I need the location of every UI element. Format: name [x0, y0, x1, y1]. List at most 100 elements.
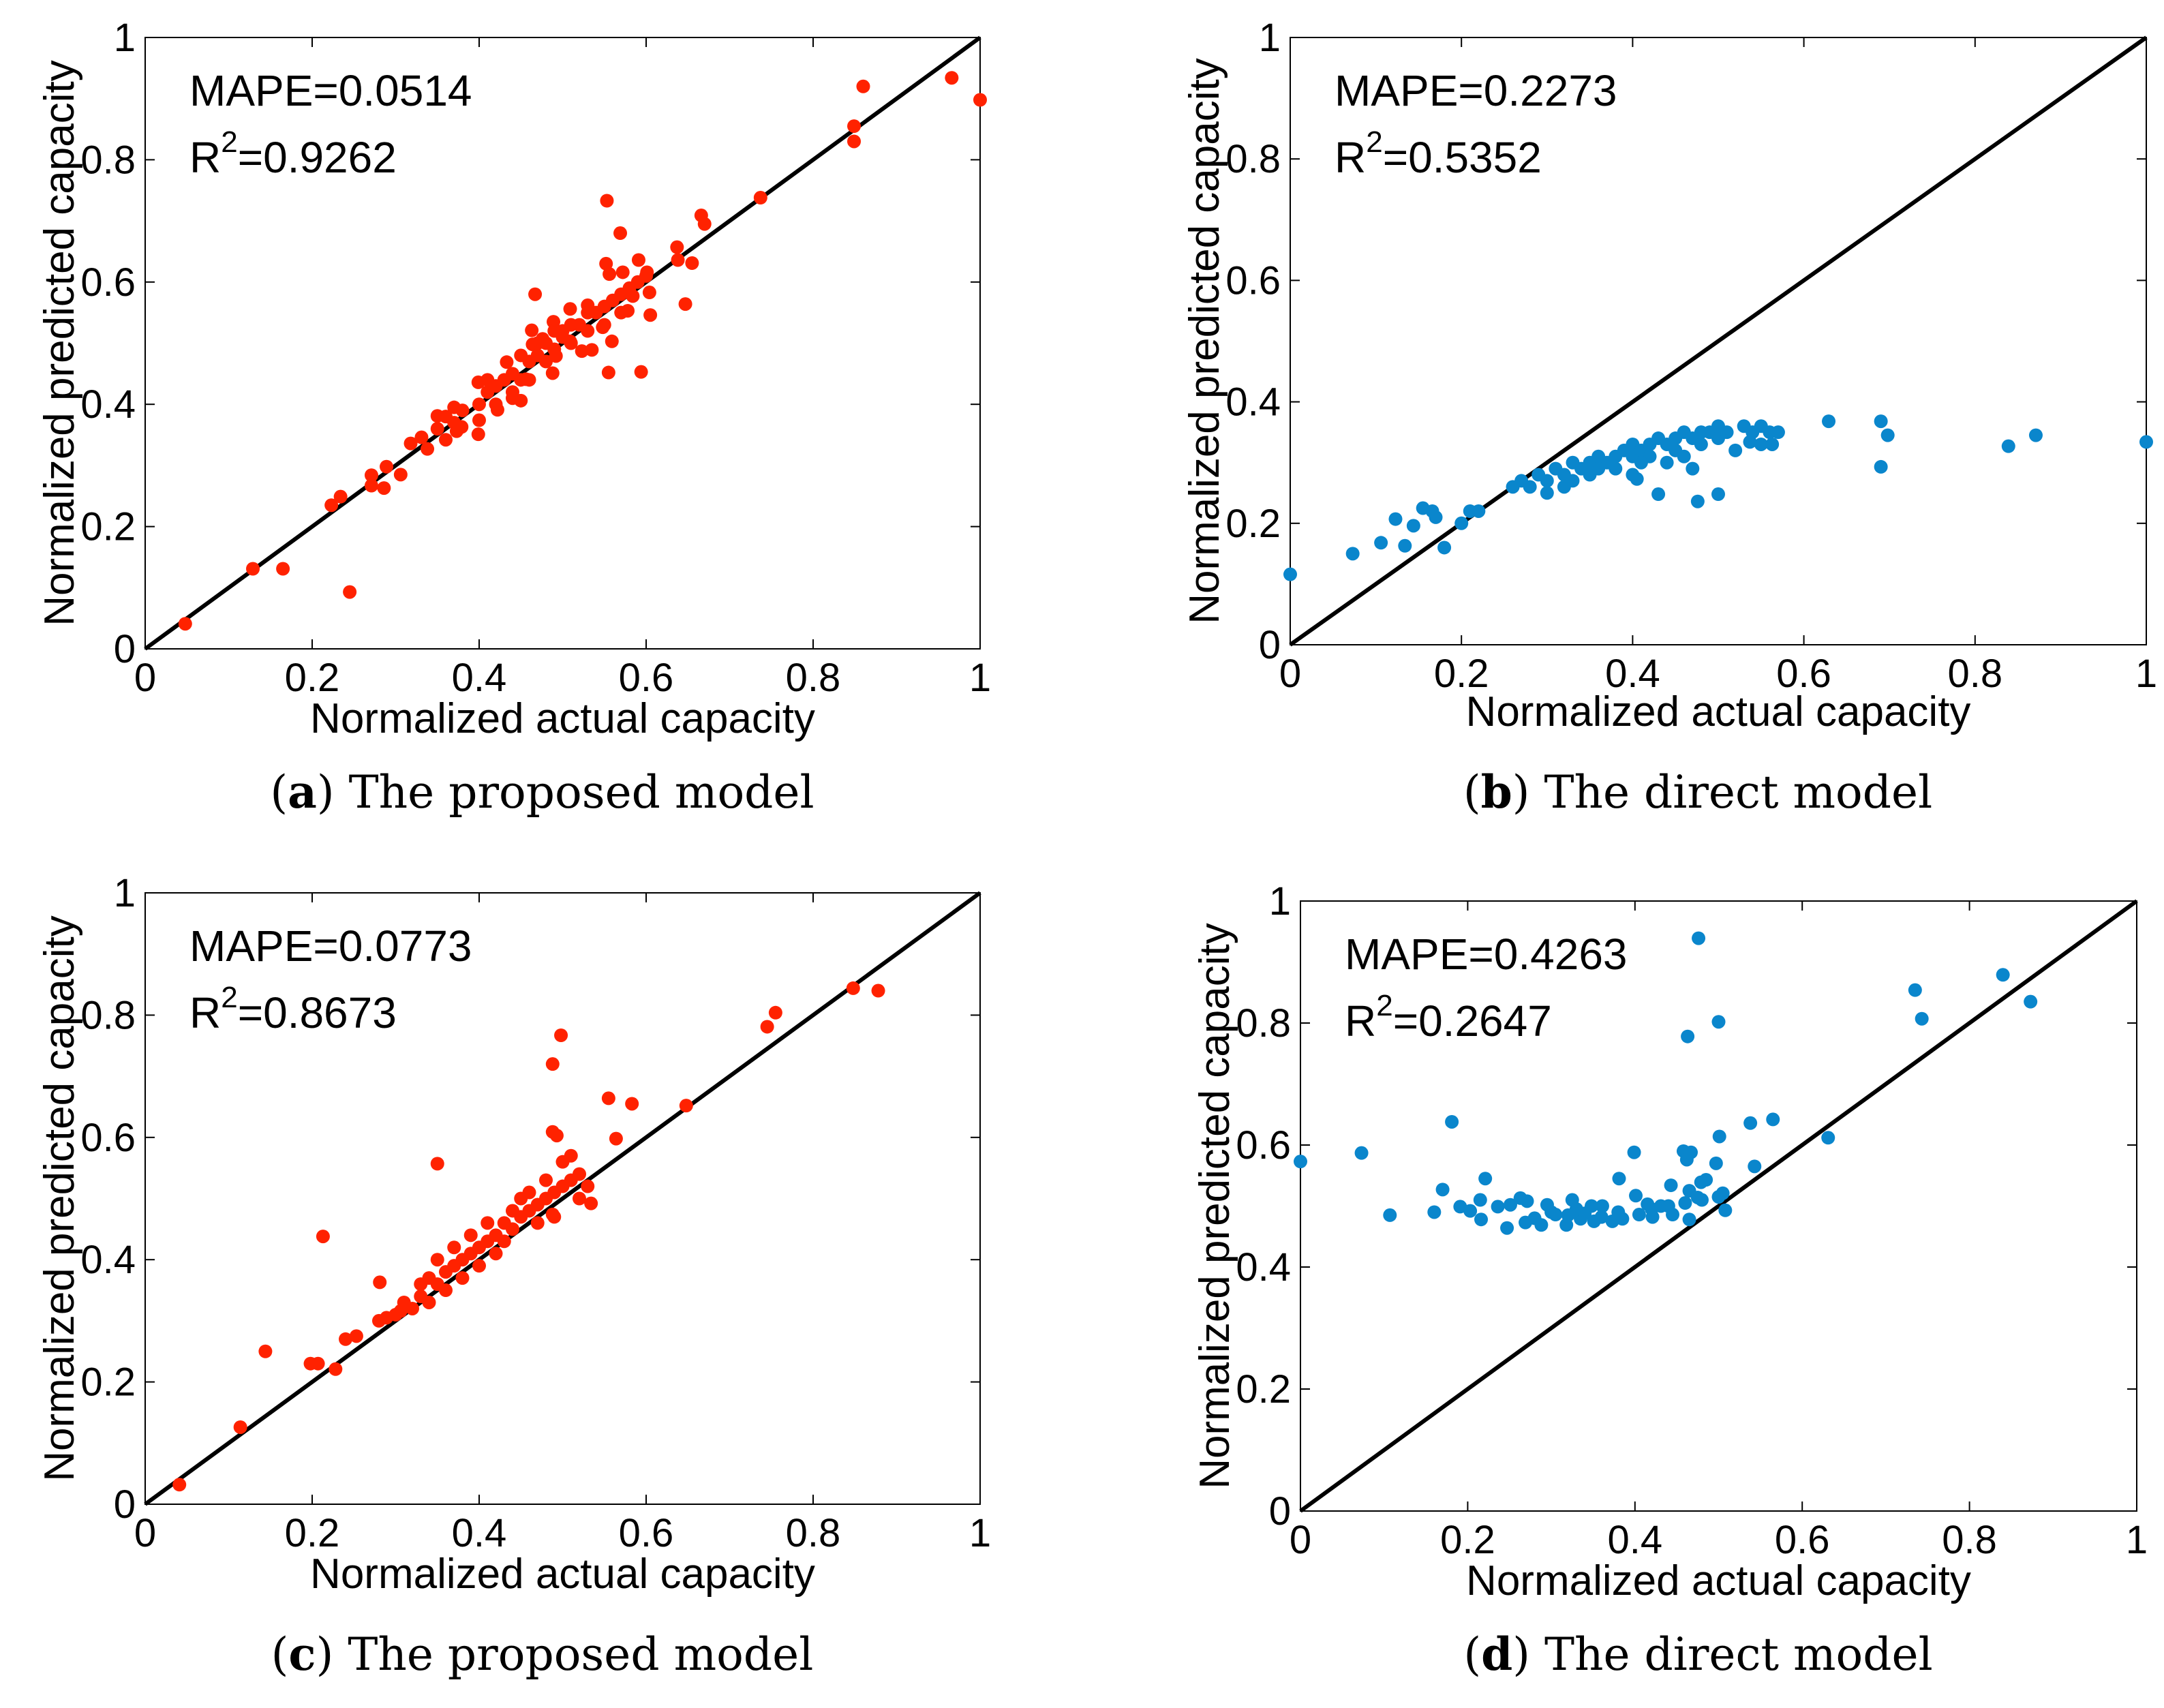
- r2-annotation: R2=0.2647: [1345, 989, 1552, 1046]
- data-point: [547, 324, 562, 338]
- data-point: [1711, 487, 1725, 502]
- data-point: [945, 71, 959, 85]
- data-point: [1681, 1029, 1695, 1043]
- mape-annotation: MAPE=0.0514: [189, 66, 472, 115]
- x-tick-label: 0.4: [1605, 652, 1660, 696]
- data-point: [525, 323, 539, 337]
- data-point: [760, 1020, 774, 1034]
- x-axis-label: Normalized actual capacity: [1466, 688, 1971, 735]
- data-point: [339, 1332, 352, 1346]
- data-point: [455, 403, 470, 418]
- data-point: [1686, 461, 1700, 476]
- data-point: [1629, 1189, 1643, 1203]
- data-point: [1406, 519, 1420, 533]
- data-point: [671, 253, 685, 267]
- data-point: [1690, 494, 1705, 508]
- data-point: [1594, 1210, 1609, 1224]
- data-point: [678, 297, 692, 311]
- caption-text: The proposed model: [348, 1628, 813, 1681]
- data-point: [539, 1173, 553, 1187]
- data-point: [1527, 1211, 1542, 1225]
- data-point: [581, 305, 595, 320]
- x-tick-label: 0.4: [452, 1511, 507, 1555]
- y-axis-label: Normalized predicted capacity: [1191, 923, 1238, 1489]
- caption-letter: b: [1481, 765, 1512, 819]
- y-tick-label: 0: [1269, 1489, 1291, 1534]
- data-point: [847, 119, 862, 134]
- data-point: [439, 1283, 453, 1298]
- data-point: [1491, 1200, 1505, 1214]
- data-point: [631, 253, 645, 267]
- panel-d: 0 0.2 0.4 0.6 0.8 1 0 0.2 0.4 0.6 0.8 1 MAPE=0.4263 R…: [1191, 879, 2148, 1681]
- data-point: [1540, 474, 1554, 488]
- data-point: [373, 1275, 387, 1290]
- data-point: [697, 217, 712, 231]
- data-point: [1630, 472, 1644, 486]
- data-point: [1822, 414, 1836, 429]
- data-point: [1821, 1131, 1835, 1145]
- x-tick-label: 0.6: [619, 656, 674, 700]
- data-point: [403, 436, 418, 451]
- data-point: [430, 1157, 444, 1171]
- data-point: [1294, 1155, 1307, 1169]
- x-tick-label: 0: [134, 1511, 156, 1555]
- data-point: [1427, 1205, 1442, 1219]
- data-point: [547, 1210, 562, 1224]
- data-point: [1437, 540, 1452, 555]
- x-tick-label: 0.8: [786, 656, 841, 700]
- data-point: [597, 318, 611, 332]
- caption-open-paren: (: [271, 1628, 289, 1681]
- data-point: [1874, 414, 1888, 429]
- r2-superscript: 2: [1376, 989, 1392, 1022]
- data-point: [481, 1216, 495, 1230]
- data-point: [1609, 461, 1623, 476]
- x-tick-label: 0.2: [1434, 652, 1489, 696]
- r2-label: R: [189, 133, 221, 182]
- data-point: [601, 365, 615, 380]
- y-tick-label: 0.4: [1236, 1245, 1291, 1290]
- data-point: [1591, 461, 1606, 476]
- data-point: [406, 1301, 419, 1315]
- x-axis-label: Normalized actual capacity: [310, 695, 815, 742]
- panel-caption: (c) The proposed model: [271, 1628, 814, 1681]
- r2-label: R: [1335, 133, 1366, 182]
- data-point: [1474, 1213, 1489, 1227]
- y-tick-label: 0.6: [1236, 1123, 1291, 1168]
- data-point: [1915, 1011, 1929, 1026]
- panel-caption: (b) The direct model: [1463, 765, 1932, 819]
- data-point: [1728, 443, 1743, 457]
- data-point: [489, 397, 503, 412]
- data-point: [1569, 1202, 1583, 1216]
- data-point: [233, 1420, 247, 1434]
- data-point: [1634, 455, 1648, 470]
- data-point: [1743, 1116, 1758, 1130]
- x-tick-label: 1: [2135, 652, 2157, 696]
- y-tick-label: 0.6: [80, 1116, 136, 1160]
- y-tick-label: 0: [1259, 623, 1281, 667]
- data-point: [500, 355, 514, 369]
- data-point: [1435, 1183, 1450, 1197]
- x-tick-label: 0: [1279, 652, 1301, 696]
- data-point: [343, 585, 357, 599]
- data-point: [1566, 474, 1580, 488]
- x-tick-label: 0.4: [452, 656, 507, 700]
- data-point: [1651, 487, 1666, 502]
- data-point: [421, 442, 435, 456]
- caption-letter: c: [288, 1628, 316, 1681]
- data-point: [422, 1295, 436, 1309]
- r2-superscript: 2: [221, 981, 237, 1014]
- data-point: [856, 79, 870, 93]
- data-point: [1388, 512, 1403, 526]
- r2-annotation: R2=0.9262: [189, 125, 397, 182]
- data-point: [600, 194, 614, 208]
- caption-text: The direct model: [1544, 766, 1932, 819]
- r2-superscript: 2: [1366, 125, 1382, 159]
- data-point: [603, 267, 617, 281]
- y-axis-label: Normalized predicted capacity: [36, 915, 83, 1482]
- data-point: [643, 308, 658, 322]
- x-tick-label: 0.6: [1775, 1518, 1830, 1562]
- data-point: [1712, 1129, 1726, 1144]
- x-tick-label: 0.2: [1440, 1518, 1495, 1562]
- data-point: [1520, 1194, 1534, 1208]
- r2-superscript: 2: [221, 125, 237, 159]
